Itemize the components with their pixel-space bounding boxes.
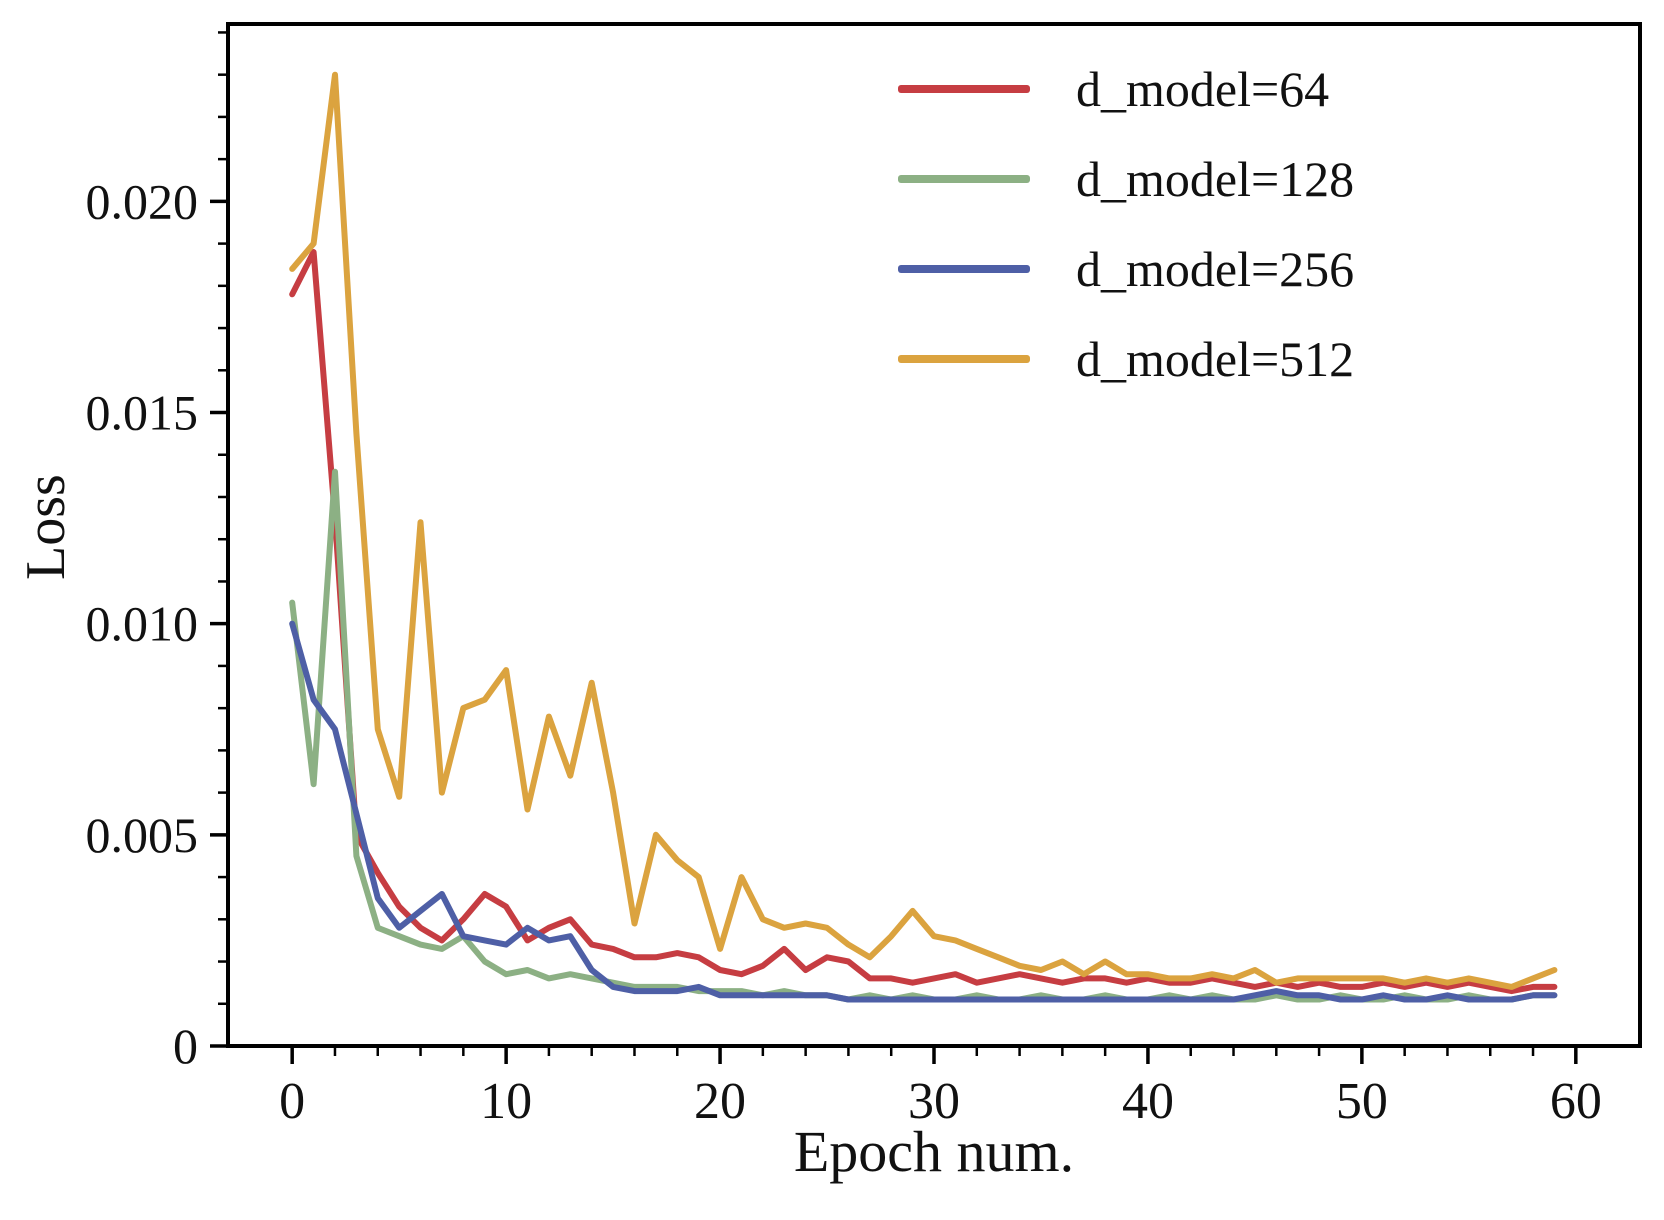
series-line-d-model-64 — [289, 249, 1558, 995]
x-tick-label: 20 — [694, 1073, 746, 1130]
x-axis-label: Epoch num. — [793, 1119, 1075, 1184]
series-line-d-model-256 — [289, 620, 1558, 1003]
y-axis-label: Loss — [15, 474, 77, 580]
x-tick-label: 50 — [1336, 1073, 1388, 1130]
y-tick-label: 0.020 — [86, 173, 199, 229]
x-tick-label: 0 — [279, 1073, 305, 1130]
x-tick-label: 10 — [480, 1073, 532, 1130]
x-tick-label: 40 — [1122, 1073, 1174, 1130]
legend-item-dmodel-128: d_model=128 — [898, 148, 1354, 210]
series-line-d-model-512 — [289, 71, 1558, 990]
legend-label-dmodel-128: d_model=128 — [1076, 151, 1355, 207]
y-tick-label: 0.010 — [86, 596, 199, 652]
legend-item-dmodel-512: d_model=512 — [898, 328, 1354, 390]
legend-swatch-dmodel-256 — [898, 265, 1030, 273]
y-tick-label: 0 — [173, 1018, 198, 1074]
legend-item-dmodel-64: d_model=64 — [898, 58, 1354, 120]
legend-label-dmodel-64: d_model=64 — [1076, 61, 1330, 117]
legend-swatch-dmodel-512 — [898, 355, 1030, 363]
legend-item-dmodel-256: d_model=256 — [898, 238, 1354, 300]
legend-label-dmodel-512: d_model=512 — [1076, 331, 1355, 387]
legend-label-dmodel-256: d_model=256 — [1076, 241, 1355, 297]
x-tick-label: 60 — [1550, 1073, 1602, 1130]
x-tick-label: 30 — [908, 1073, 960, 1130]
legend-swatch-dmodel-128 — [898, 175, 1030, 183]
legend: d_model=64 d_model=128 d_model=256 d_mod… — [898, 58, 1354, 390]
legend-swatch-dmodel-64 — [898, 85, 1030, 93]
y-tick-label: 0.005 — [86, 807, 199, 863]
y-tick-label: 0.015 — [86, 385, 199, 441]
plot-frame — [226, 22, 1642, 1048]
